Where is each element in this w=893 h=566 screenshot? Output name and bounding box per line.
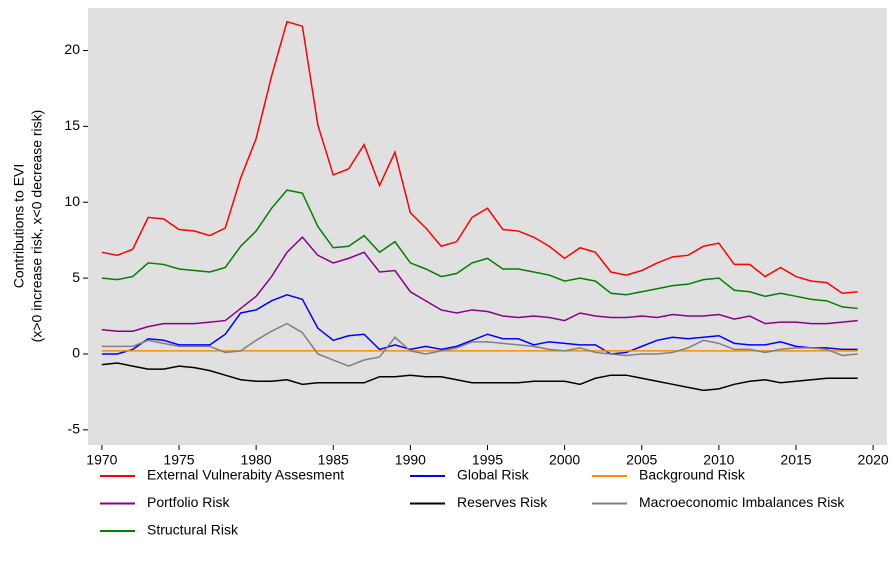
x-tick-label: 2010: [703, 452, 734, 468]
y-tick-label: 0: [72, 345, 80, 361]
y-tick-label: 5: [72, 269, 80, 285]
legend-label: Global Risk: [457, 467, 530, 483]
legend-label: Reserves Risk: [457, 494, 548, 510]
series-line: [101, 322, 858, 367]
y-axis-label: Contributions to EVI: [11, 164, 27, 289]
x-tick-label: 1995: [472, 452, 503, 468]
x-tick-label: 1985: [318, 452, 349, 468]
y-tick-label: 20: [64, 41, 80, 57]
y-axis-label: (x>0 increase risk, x<0 decrease risk): [29, 110, 45, 343]
y-tick-label: -5: [68, 421, 81, 437]
x-tick-label: 1990: [395, 452, 426, 468]
legend-label: Macroeconomic Imbalances Risk: [639, 494, 845, 510]
series-line: [101, 20, 858, 295]
series-line: [101, 293, 858, 355]
series-line: [101, 236, 858, 332]
x-tick-label: 1970: [86, 452, 117, 468]
x-tick-label: 2015: [780, 452, 811, 468]
y-tick-label: 10: [64, 193, 80, 209]
legend-label: Structural Risk: [147, 522, 239, 538]
x-tick-label: 2000: [549, 452, 580, 468]
x-tick-label: 1975: [163, 452, 194, 468]
plot-area: [88, 8, 887, 445]
legend-label: Portfolio Risk: [147, 494, 230, 510]
series-line: [101, 189, 858, 310]
series-line: [101, 362, 858, 392]
y-tick-label: 15: [64, 117, 80, 133]
x-tick-label: 2005: [626, 452, 657, 468]
x-tick-label: 1980: [241, 452, 272, 468]
x-tick-label: 2020: [858, 452, 889, 468]
legend-label: Background Risk: [639, 467, 746, 483]
legend-label: External Vulnerabity Assesment: [147, 467, 344, 483]
